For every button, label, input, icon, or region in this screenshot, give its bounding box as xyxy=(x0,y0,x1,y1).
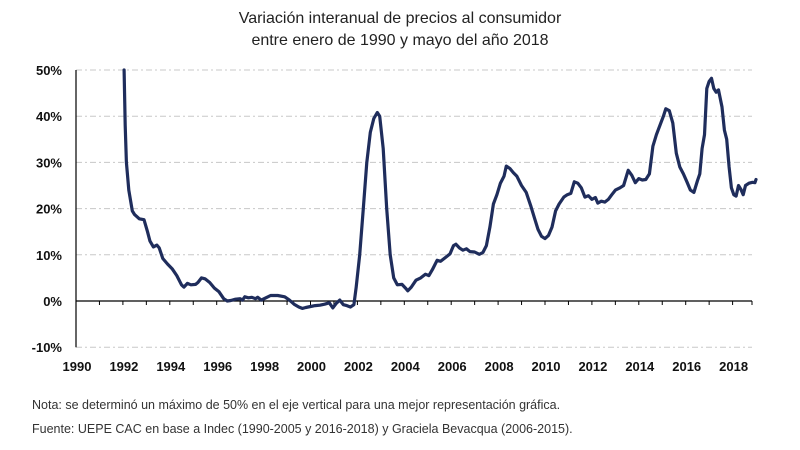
x-tick-label: 2016 xyxy=(672,359,701,374)
series-line xyxy=(122,68,758,310)
source-text: Fuente: UEPE CAC en base a Indec (1990-2… xyxy=(32,422,573,436)
series-layer xyxy=(122,68,758,310)
x-tick-label: 2018 xyxy=(719,359,748,374)
x-tick-label: 2010 xyxy=(532,359,561,374)
x-tick-label: 2004 xyxy=(391,359,421,374)
x-tick-label: 1994 xyxy=(156,359,186,374)
x-tick-label: 1992 xyxy=(109,359,138,374)
y-tick-label: 30% xyxy=(36,155,62,170)
chart-title-line-1: Variación interanual de precios al consu… xyxy=(238,10,562,27)
x-tick-label: 1998 xyxy=(250,359,279,374)
x-axis-labels: 1990 1992 1994 1996 1998 2000 2002 2004 2006 2008… xyxy=(63,359,749,374)
gridlines xyxy=(76,69,752,348)
y-tick-label: 20% xyxy=(36,202,62,217)
x-tick-label: 1990 xyxy=(63,359,92,374)
y-axis-labels: -10% 0% 10% 20% 30% 40% 50% xyxy=(32,63,63,355)
y-tick-label: -10% xyxy=(32,340,63,355)
y-tick-label: 0% xyxy=(43,294,62,309)
y-tick-label: 40% xyxy=(36,109,62,124)
x-tick-label: 2014 xyxy=(625,359,655,374)
x-tick-label: 1996 xyxy=(203,359,232,374)
y-tick-label: 50% xyxy=(36,63,62,78)
axes xyxy=(75,70,753,348)
x-tick-label: 2002 xyxy=(344,359,373,374)
chart-title: Variación interanual de precios al consu… xyxy=(0,8,800,52)
x-tick-label: 2000 xyxy=(297,359,326,374)
note-text: Nota: se determinó un máximo de 50% en e… xyxy=(32,398,561,412)
chart-title-line-2: entre enero de 1990 y mayo del año 2018 xyxy=(251,32,549,49)
x-tick-label: 2008 xyxy=(485,359,514,374)
x-tick-label: 2006 xyxy=(438,359,467,374)
x-tick-label: 2012 xyxy=(578,359,607,374)
y-tick-label: 10% xyxy=(36,248,62,263)
